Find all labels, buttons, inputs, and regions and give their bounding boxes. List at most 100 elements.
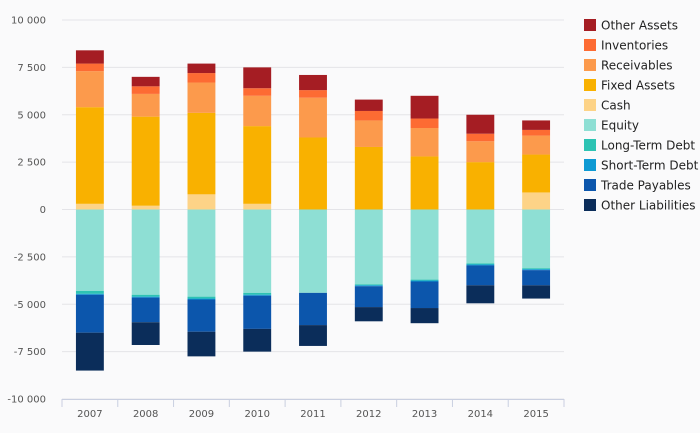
bar-segment-equity-2015[interactable]: [522, 209, 551, 269]
bar-segment-inventories-2014[interactable]: [466, 133, 495, 142]
bar-segment-trade-payables-2010[interactable]: [243, 295, 272, 329]
bar-segment-other-assets-2015[interactable]: [522, 120, 551, 130]
bar-segment-short-term-debt-2007[interactable]: [75, 293, 104, 295]
bar-segment-equity-2011[interactable]: [299, 209, 327, 293]
bar-segment-fixed-assets-2007[interactable]: [75, 107, 104, 204]
bar-segment-inventories-2015[interactable]: [522, 129, 551, 136]
bar-segment-long-term-debt-2007[interactable]: [75, 290, 104, 294]
x-tick-label: 2007: [77, 409, 102, 420]
bar-segment-long-term-debt-2014[interactable]: [466, 263, 495, 265]
legend-item-fixed-assets[interactable]: Fixed Assets: [584, 79, 675, 93]
bar-segment-other-assets-2007[interactable]: [75, 50, 104, 64]
legend-label: Inventories: [601, 39, 668, 53]
bar-segment-fixed-assets-2014[interactable]: [466, 162, 495, 210]
bar-segment-trade-payables-2013[interactable]: [410, 281, 439, 309]
bar-segment-cash-2007[interactable]: [75, 203, 104, 210]
bar-segment-receivables-2015[interactable]: [522, 135, 551, 155]
bar-segment-inventories-2007[interactable]: [75, 63, 104, 72]
bar-segment-fixed-assets-2013[interactable]: [410, 156, 439, 210]
bar-segment-short-term-debt-2008[interactable]: [131, 296, 160, 298]
bar-segment-other-liabilities-2009[interactable]: [187, 331, 216, 357]
bar-segment-long-term-debt-2008[interactable]: [131, 294, 160, 297]
bar-segment-equity-2012[interactable]: [354, 209, 383, 285]
bar-segment-inventories-2013[interactable]: [410, 118, 439, 129]
bar-segment-other-liabilities-2013[interactable]: [410, 308, 439, 324]
bar-segment-short-term-debt-2009[interactable]: [187, 298, 216, 300]
bar-segment-trade-payables-2014[interactable]: [466, 265, 495, 286]
bar-segment-equity-2013[interactable]: [410, 209, 439, 280]
bar-segment-cash-2010[interactable]: [243, 203, 272, 210]
bar-segment-short-term-debt-2015[interactable]: [522, 269, 551, 271]
bar-segment-equity-2009[interactable]: [187, 209, 216, 297]
bar-segment-other-assets-2014[interactable]: [466, 114, 495, 134]
bar-segment-trade-payables-2011[interactable]: [299, 292, 327, 326]
bar-segment-receivables-2011[interactable]: [299, 97, 327, 138]
bar-segment-fixed-assets-2010[interactable]: [243, 126, 272, 204]
legend-item-short-term-debt[interactable]: Short-Term Debt: [584, 159, 699, 173]
bar-segment-short-term-debt-2012[interactable]: [354, 285, 383, 287]
bar-segment-inventories-2012[interactable]: [354, 110, 383, 121]
legend-item-other-assets[interactable]: Other Assets: [584, 19, 678, 33]
legend-item-trade-payables[interactable]: Trade Payables: [584, 179, 691, 193]
bar-segment-short-term-debt-2010[interactable]: [243, 294, 272, 296]
bar-segment-fixed-assets-2009[interactable]: [187, 112, 216, 195]
bar-segment-other-liabilities-2011[interactable]: [299, 325, 327, 346]
bar-segment-fixed-assets-2015[interactable]: [522, 154, 551, 193]
bar-segment-receivables-2013[interactable]: [410, 128, 439, 157]
bar-segment-receivables-2012[interactable]: [354, 120, 383, 147]
bar-segment-fixed-assets-2008[interactable]: [131, 116, 160, 206]
bar-segment-receivables-2014[interactable]: [466, 141, 495, 163]
bar-segment-other-assets-2013[interactable]: [410, 95, 439, 119]
bar-segment-inventories-2008[interactable]: [131, 86, 160, 94]
bar-segment-other-liabilities-2008[interactable]: [131, 322, 160, 345]
bar-segment-cash-2009[interactable]: [187, 194, 216, 210]
bar-segment-other-liabilities-2010[interactable]: [243, 328, 272, 352]
bar-segment-other-liabilities-2012[interactable]: [354, 307, 383, 322]
bar-segment-other-assets-2008[interactable]: [131, 76, 160, 87]
bar-segment-equity-2007[interactable]: [75, 209, 104, 291]
bar-segment-fixed-assets-2011[interactable]: [299, 137, 327, 210]
bar-segment-equity-2014[interactable]: [466, 209, 495, 264]
bar-segment-short-term-debt-2014[interactable]: [466, 264, 495, 266]
bar-segment-other-assets-2009[interactable]: [187, 63, 216, 74]
bar-segment-receivables-2007[interactable]: [75, 71, 104, 108]
bar-segment-fixed-assets-2012[interactable]: [354, 146, 383, 210]
bar-segment-trade-payables-2008[interactable]: [131, 297, 160, 323]
bar-segment-receivables-2008[interactable]: [131, 93, 160, 117]
legend-item-inventories[interactable]: Inventories: [584, 39, 668, 53]
bar-segment-receivables-2009[interactable]: [187, 82, 216, 113]
bar-segment-other-assets-2012[interactable]: [354, 99, 383, 111]
bar-segment-cash-2008[interactable]: [131, 205, 160, 210]
bar-segment-trade-payables-2015[interactable]: [522, 270, 551, 286]
bar-segment-other-liabilities-2015[interactable]: [522, 285, 551, 299]
bar-segment-trade-payables-2012[interactable]: [354, 286, 383, 308]
bar-segment-inventories-2011[interactable]: [299, 90, 327, 98]
legend-item-long-term-debt[interactable]: Long-Term Debt: [584, 139, 695, 153]
legend-item-other-liabilities[interactable]: Other Liabilities: [584, 199, 696, 213]
bar-segment-other-liabilities-2014[interactable]: [466, 285, 495, 304]
bar-segment-inventories-2010[interactable]: [243, 88, 272, 96]
bar-segment-long-term-debt-2012[interactable]: [354, 284, 383, 286]
bar-segment-other-liabilities-2007[interactable]: [75, 332, 104, 371]
legend-item-equity[interactable]: Equity: [584, 119, 639, 133]
bar-segment-inventories-2009[interactable]: [187, 73, 216, 83]
bar-segment-trade-payables-2007[interactable]: [75, 294, 104, 333]
bar-segment-equity-2008[interactable]: [131, 209, 160, 295]
x-tick-label: 2008: [133, 409, 158, 420]
bar-segment-receivables-2010[interactable]: [243, 95, 272, 127]
legend-item-cash[interactable]: Cash: [584, 99, 631, 113]
legend-item-receivables[interactable]: Receivables: [584, 59, 673, 73]
bar-segment-equity-2010[interactable]: [243, 209, 272, 293]
bar-segment-trade-payables-2009[interactable]: [187, 299, 216, 332]
legend-swatch: [584, 99, 596, 111]
x-tick-label: 2012: [356, 409, 381, 420]
bar-segment-cash-2015[interactable]: [522, 192, 551, 210]
bar-segment-long-term-debt-2015[interactable]: [522, 268, 551, 270]
legend[interactable]: Other Assets Inventories Receivables Fixed …: [584, 19, 699, 213]
bar-segment-other-assets-2010[interactable]: [243, 67, 272, 89]
bar-segment-long-term-debt-2013[interactable]: [410, 279, 439, 281]
bar-segment-long-term-debt-2009[interactable]: [187, 296, 216, 299]
bar-segment-long-term-debt-2010[interactable]: [243, 292, 272, 295]
bar-segment-other-assets-2011[interactable]: [299, 74, 327, 91]
bar-segment-short-term-debt-2013[interactable]: [410, 280, 439, 282]
